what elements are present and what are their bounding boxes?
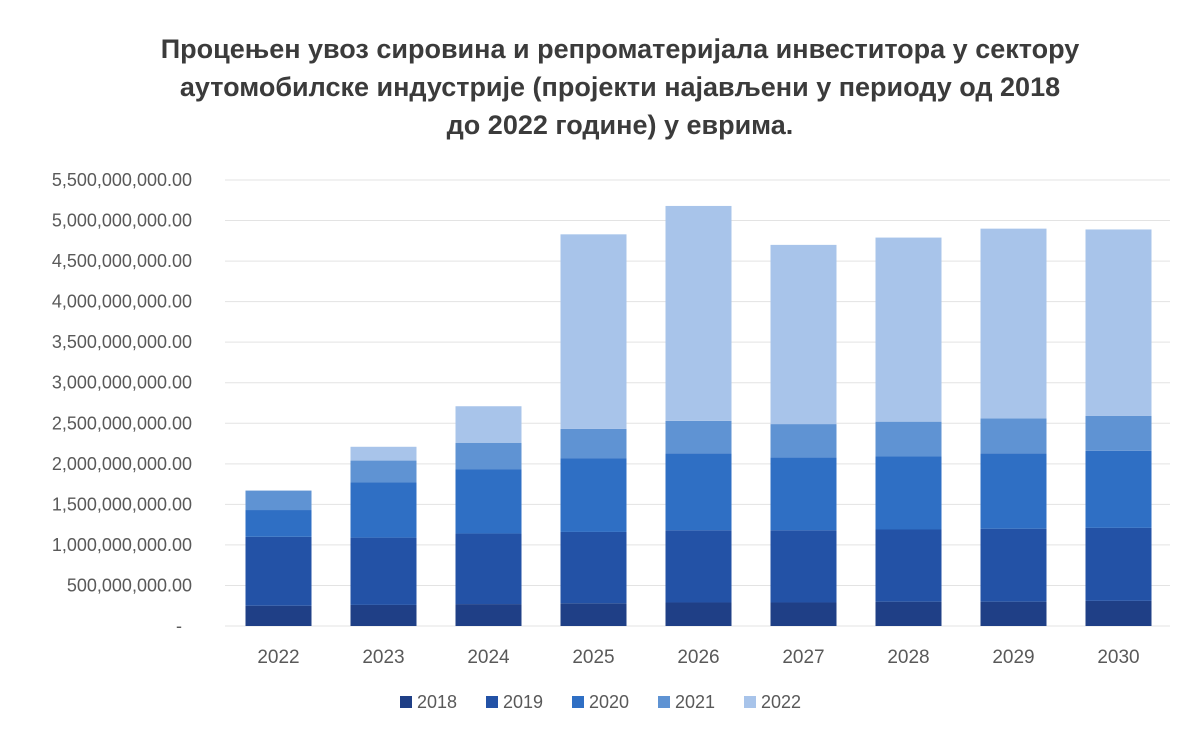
bar-2029-series-2021 [980, 418, 1047, 454]
y-tick-label: 5,500,000,000.00 [52, 170, 192, 190]
bar-2025-series-2020 [560, 458, 627, 532]
y-tick-label: 2,500,000,000.00 [52, 413, 192, 433]
bar-2030-series-2018 [1085, 600, 1152, 626]
bar-2025-series-2021 [560, 428, 627, 459]
chart-title-line-2: аутомобилске индустрије (пројекти најављ… [179, 72, 1061, 102]
chart-title-line-3: до 2022 године) у еврима. [446, 110, 794, 140]
bar-2028-series-2021 [875, 421, 942, 457]
bar-2023-series-2020 [350, 482, 417, 538]
bar-2023-series-2022 [350, 446, 417, 461]
legend-label: 2021 [675, 692, 715, 712]
chart-title-line-1: Процењен увоз сировина и репроматеријала… [160, 34, 1080, 64]
legend: 2018 2019 2020 2021 2022 [400, 692, 801, 712]
bar-2028-series-2018 [875, 601, 942, 626]
bar-2023-series-2019 [350, 537, 417, 605]
bar-2029-series-2018 [980, 601, 1047, 626]
bar-2022-series-2019 [245, 536, 312, 606]
bars [245, 205, 1152, 626]
bar-2025-series-2019 [560, 531, 627, 604]
y-tick-label: 500,000,000.00 [67, 575, 192, 595]
legend-swatch-2022 [744, 696, 756, 708]
bar-2030-series-2019 [1085, 527, 1152, 601]
x-tick-label: 2023 [362, 647, 404, 668]
bar-2030-series-2021 [1085, 415, 1152, 451]
bar-2024-series-2018 [455, 604, 522, 626]
x-tick-label: 2027 [782, 647, 824, 668]
bar-2025-series-2018 [560, 603, 627, 626]
legend-label: 2019 [503, 692, 543, 712]
y-tick-label: 1,500,000,000.00 [52, 494, 192, 514]
bar-2026-series-2020 [665, 453, 732, 531]
bar-2027-series-2019 [770, 530, 837, 603]
chart-title: Процењен увоз сировина и репроматеријала… [150, 30, 1090, 144]
bar-2022-series-2018 [245, 605, 312, 626]
x-tick-label: 2028 [887, 647, 929, 668]
y-tick-label: 5,000,000,000.00 [52, 211, 192, 231]
y-tick-label: 3,500,000,000.00 [52, 332, 192, 352]
bar-2029-series-2019 [980, 528, 1047, 602]
bar-2022-series-2020 [245, 510, 312, 537]
bar-2029-series-2022 [980, 228, 1047, 419]
x-tick-label: 2024 [467, 647, 510, 668]
x-tick-label: 2029 [992, 647, 1034, 668]
y-tick-label: 3,000,000,000.00 [52, 373, 192, 393]
bar-2024-series-2021 [455, 442, 522, 470]
bar-2030-series-2020 [1085, 450, 1152, 528]
bar-2028-series-2020 [875, 456, 942, 530]
bar-2027-series-2022 [770, 244, 837, 425]
x-tick-label: 2026 [677, 647, 719, 668]
bar-2026-series-2022 [665, 205, 732, 421]
legend-swatch-2020 [572, 696, 584, 708]
legend-label: 2018 [417, 692, 457, 712]
bar-2022-series-2021 [245, 490, 312, 511]
y-tick-label: 4,500,000,000.00 [52, 251, 192, 271]
bar-2023-series-2021 [350, 460, 417, 483]
bar-2028-series-2022 [875, 237, 942, 422]
bar-2028-series-2019 [875, 529, 942, 602]
bar-2027-series-2021 [770, 424, 837, 458]
x-tick-label: 2030 [1097, 647, 1139, 668]
bar-2027-series-2020 [770, 457, 837, 531]
legend-label: 2020 [589, 692, 629, 712]
bar-2030-series-2022 [1085, 229, 1152, 416]
y-tick-label: 4,000,000,000.00 [52, 292, 192, 312]
legend-swatch-2021 [658, 696, 670, 708]
bar-2026-series-2021 [665, 420, 732, 454]
x-tick-label: 2025 [572, 647, 614, 668]
bar-2024-series-2020 [455, 469, 522, 534]
x-axis-tick-labels: 2022 2023 2024 2025 2026 2027 2028 2029 2030 [257, 647, 1139, 668]
bar-2026-series-2018 [665, 602, 732, 626]
bar-2023-series-2018 [350, 604, 417, 626]
bar-2026-series-2019 [665, 530, 732, 603]
bar-2024-series-2022 [455, 406, 522, 443]
bar-2024-series-2019 [455, 533, 522, 605]
y-tick-label: 2,000,000,000.00 [52, 454, 192, 474]
y-tick-label: 1,000,000,000.00 [52, 535, 192, 555]
legend-swatch-2018 [400, 696, 412, 708]
legend-label: 2022 [761, 692, 801, 712]
x-tick-label: 2022 [257, 647, 299, 668]
legend-swatch-2019 [486, 696, 498, 708]
bar-2029-series-2020 [980, 453, 1047, 529]
bar-2025-series-2022 [560, 234, 627, 429]
y-axis-tick-labels: - 500,000,000.00 1,000,000,000.00 1,500,000… [52, 170, 192, 636]
bar-2027-series-2018 [770, 602, 837, 626]
y-tick-label: - [176, 616, 182, 636]
